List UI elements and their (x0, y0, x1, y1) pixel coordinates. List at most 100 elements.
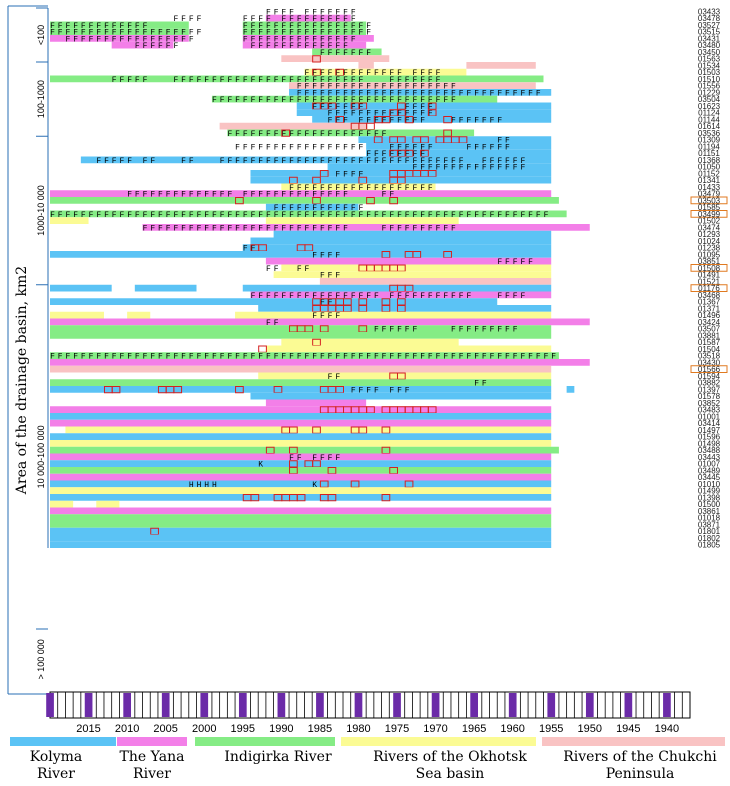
flag-mark: F (143, 76, 148, 85)
station-code: 01144 (698, 115, 720, 124)
flag-mark: F (459, 211, 464, 220)
observation-bar (265, 217, 459, 224)
flag-mark: F (443, 89, 448, 98)
code-highlight (690, 264, 728, 272)
flag-mark: F (474, 326, 479, 335)
flag-mark: F (220, 157, 225, 166)
flag-mark: F (520, 89, 525, 98)
station-code: 03414 (698, 419, 721, 428)
flag-mark: F (312, 454, 317, 463)
code-highlight (690, 196, 728, 205)
flag-mark: F (335, 170, 340, 179)
flag-mark: F (220, 211, 225, 220)
flag-mark: F (243, 76, 248, 85)
flag-mark: F (343, 15, 348, 24)
station-code: 01510 (698, 75, 721, 84)
flag-mark: F (490, 116, 495, 125)
x-tick-label: 1985 (308, 723, 332, 735)
observation-bar (50, 494, 552, 501)
flag-mark: F (328, 116, 333, 125)
flag-mark: F (281, 22, 286, 31)
flag-mark: F (397, 211, 402, 220)
observation-bar (366, 143, 552, 150)
station-code: 01194 (698, 142, 720, 151)
flag-mark: F (413, 143, 418, 152)
flag-mark: F (405, 76, 410, 85)
flag-mark: F (436, 69, 441, 78)
flag-mark: F (320, 49, 325, 58)
observation-bar (127, 311, 151, 319)
observation-bar (250, 291, 552, 299)
flag-mark: F (274, 319, 279, 328)
x-tick-label: 1995 (231, 723, 255, 735)
flag-mark: F (359, 184, 364, 193)
flag-mark: F (335, 22, 340, 31)
flag-mark: F (289, 143, 294, 152)
observation-bar (50, 507, 552, 515)
flag-mark: F (58, 22, 63, 31)
flag-mark: F (312, 83, 317, 92)
flag-mark: F (351, 353, 356, 362)
flag-mark: F (374, 110, 379, 119)
flag-mark: F (335, 312, 340, 321)
flag-mark: F (58, 29, 63, 38)
group-label: <100 (36, 25, 46, 45)
observation-bar (50, 21, 189, 29)
flag-mark: F (335, 96, 340, 105)
station-code: 01499 (698, 487, 721, 496)
flag-mark: F (459, 353, 464, 362)
flag-mark: F (389, 326, 394, 335)
flag-mark: F (389, 386, 394, 395)
flag-mark: F (328, 103, 333, 112)
x-tick-label: 1975 (385, 723, 409, 735)
flag-mark: F (251, 76, 256, 85)
flag-mark: F (143, 42, 148, 51)
flag-mark: F (413, 110, 418, 119)
flag-mark: F (297, 353, 302, 362)
flag-mark: F (274, 292, 279, 301)
flag-mark: F (335, 143, 340, 152)
flag-mark: F (382, 69, 387, 78)
station-row-01500 (50, 500, 120, 508)
flag-mark: F (359, 89, 364, 98)
flag-mark: F (497, 353, 502, 362)
flag-mark: F (320, 204, 325, 213)
flag-mark: F (359, 69, 364, 78)
flag-mark: F (212, 191, 217, 200)
station-code: 03424 (698, 318, 721, 327)
flag-mark: F (166, 211, 171, 220)
flag-mark: F (366, 157, 371, 166)
flag-mark: F (305, 184, 310, 193)
flag-mark: F (359, 83, 364, 92)
year-five-mark (624, 693, 633, 717)
year-five-mark (238, 693, 247, 717)
flag-mark: F (227, 211, 232, 220)
year-five-mark (46, 693, 54, 717)
flag-mark: F (274, 224, 279, 233)
legend-label-line: River (37, 766, 75, 782)
flag-mark: F (497, 164, 502, 173)
station-code: 03479 (698, 190, 721, 199)
flag-mark: F (497, 292, 502, 301)
gap-box (250, 494, 260, 502)
flag-mark: F (281, 76, 286, 85)
observation-bar (50, 311, 104, 319)
flag-mark: F (235, 76, 240, 85)
flag-mark: F (243, 211, 248, 220)
flag-mark: F (143, 211, 148, 220)
flag-mark: F (328, 373, 333, 382)
flag-mark: F (274, 211, 279, 220)
flag-mark: F (420, 83, 425, 92)
flag-mark: F (482, 353, 487, 362)
flag-mark: F (374, 211, 379, 220)
flag-mark: F (359, 170, 364, 179)
station-code: 01001 (698, 412, 721, 421)
flag-mark: F (50, 211, 55, 220)
station-code: 01398 (698, 493, 721, 502)
code-highlight (690, 210, 728, 218)
observation-bar (50, 332, 552, 339)
flag-mark: F (281, 8, 286, 17)
flag-mark: F (119, 22, 124, 31)
station-code: 03499 (698, 210, 721, 219)
